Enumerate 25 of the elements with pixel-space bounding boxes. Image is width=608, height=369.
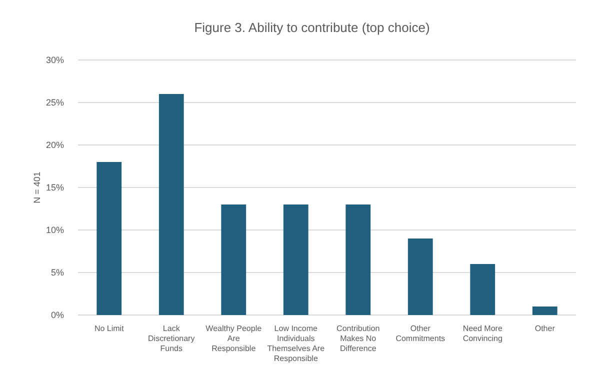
y-tick-label: 10% xyxy=(46,225,64,236)
bar xyxy=(346,204,371,315)
x-tick-label: Low Income Individuals Themselves Are Responsible xyxy=(267,324,326,363)
y-tick-label: 5% xyxy=(50,268,64,278)
x-tick-label: Contribution Makes No Difference xyxy=(336,324,380,353)
x-tick-label: Need More Convincing xyxy=(462,324,503,343)
bar xyxy=(158,94,184,315)
bar xyxy=(532,306,558,315)
bar xyxy=(470,264,496,315)
x-tick-label: Lack Discretionary Funds xyxy=(148,324,195,353)
bar xyxy=(283,204,308,315)
y-tick-label: 30% xyxy=(46,55,64,66)
y-tick-label: 20% xyxy=(46,140,64,150)
bar xyxy=(408,238,433,315)
x-tick-label: No Limit xyxy=(94,324,125,333)
bar xyxy=(96,162,122,315)
y-tick-label: 0% xyxy=(50,310,64,320)
y-tick-label: 15% xyxy=(46,182,64,193)
x-tick-label: Other Commitments xyxy=(396,324,446,343)
y-tick-label: 25% xyxy=(46,98,64,108)
x-tick-label: Wealthy People Are Responsible xyxy=(206,324,262,353)
bar xyxy=(221,204,246,315)
chart-title: Figure 3. Ability to contribute (top choice) xyxy=(194,20,430,35)
x-tick-label: Other xyxy=(534,324,556,333)
y-axis-title: N = 401 xyxy=(32,172,42,204)
